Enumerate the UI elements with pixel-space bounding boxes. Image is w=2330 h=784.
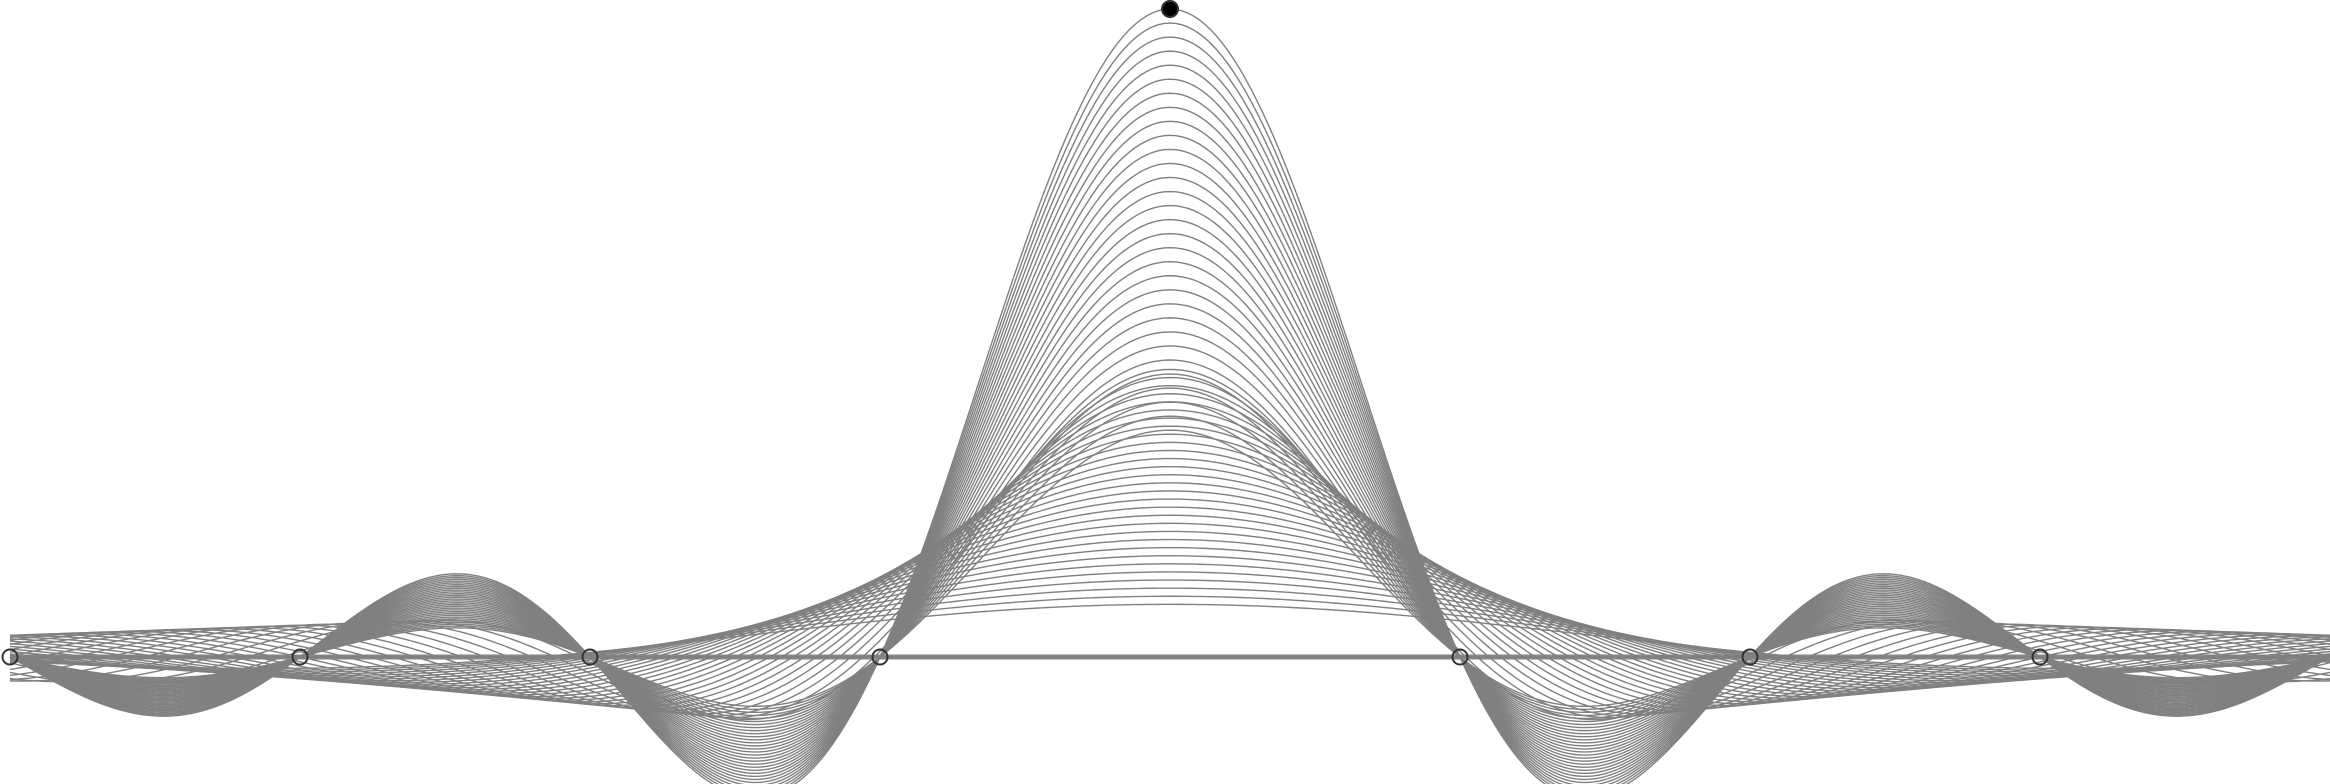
curve-54: [9, 50, 2330, 784]
curve-24: [9, 261, 2330, 744]
curve-18: [9, 303, 2330, 735]
curve-44: [9, 120, 2330, 775]
curve-37: [9, 457, 2330, 701]
curve-8: [9, 373, 2330, 720]
curve-7: [9, 579, 2330, 675]
curve-19: [9, 530, 2330, 685]
zero-crossing-marker-5: [1451, 648, 1469, 666]
curve-33: [9, 474, 2330, 698]
curve-53: [9, 393, 2330, 715]
curve-59: [9, 368, 2330, 721]
peak-marker-4: [1161, 0, 1179, 18]
curve-14: [9, 331, 2330, 729]
curve-22: [9, 275, 2330, 741]
curve-29: [9, 490, 2330, 694]
curve-28: [9, 232, 2330, 750]
curve-25: [9, 506, 2330, 691]
curve-27: [9, 498, 2330, 693]
curve-42: [9, 134, 2330, 771]
curve-15: [9, 546, 2330, 682]
zero-crossing-marker-7: [2031, 648, 2049, 666]
curve-58: [9, 22, 2330, 784]
zero-crossing-marker-1: [291, 648, 309, 666]
curve-3: [9, 595, 2330, 671]
curve-38: [9, 162, 2330, 765]
curve-1: [9, 603, 2330, 670]
curve-48: [9, 92, 2330, 781]
curve-family: [9, 8, 2330, 784]
curve-41: [9, 441, 2330, 705]
sample-markers: [1, 0, 2049, 666]
curve-23: [9, 514, 2330, 689]
curve-47: [9, 417, 2330, 710]
curve-57: [9, 376, 2330, 719]
curve-39: [9, 449, 2330, 703]
curve-46: [9, 106, 2330, 778]
curve-0: [9, 429, 2330, 707]
curve-49: [9, 409, 2330, 712]
curve-56: [9, 36, 2330, 784]
curve-51: [9, 401, 2330, 714]
zero-crossing-marker-0: [1, 648, 19, 666]
curve-55: [9, 384, 2330, 717]
curve-45: [9, 425, 2330, 708]
curve-2: [9, 415, 2330, 710]
curve-50: [9, 78, 2330, 784]
curve-26: [9, 246, 2330, 747]
curve-30: [9, 218, 2330, 753]
curve-6: [9, 387, 2330, 717]
curve-17: [9, 538, 2330, 684]
curve-35: [9, 465, 2330, 700]
zero-crossing-marker-6: [1741, 648, 1759, 666]
curve-52: [9, 64, 2330, 784]
zero-crossing-marker-2: [581, 648, 599, 666]
curve-40: [9, 148, 2330, 768]
curve-32: [9, 204, 2330, 756]
curve-34: [9, 190, 2330, 759]
curve-31: [9, 482, 2330, 696]
zero-crossing-marker-3: [871, 648, 889, 666]
curve-20: [9, 289, 2330, 738]
curve-36: [9, 176, 2330, 762]
curve-11: [9, 563, 2330, 678]
